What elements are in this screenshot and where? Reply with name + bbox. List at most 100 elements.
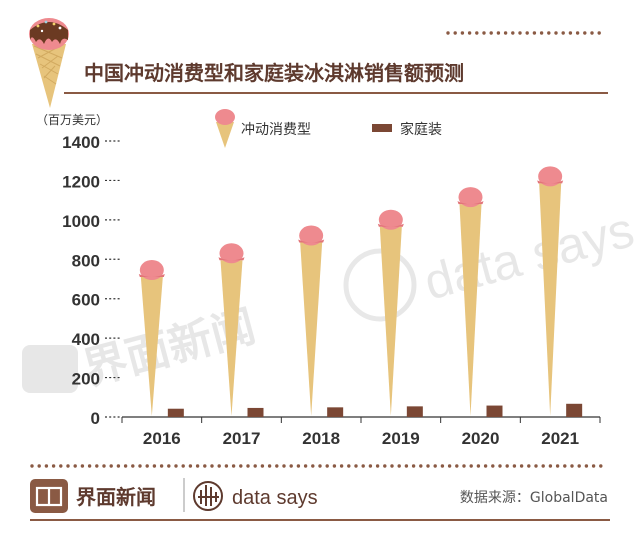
divider-dot [555, 464, 560, 468]
divider-dot [95, 464, 99, 468]
divider-dot [116, 464, 121, 468]
divider-dot [37, 464, 41, 468]
divider-dot [498, 464, 502, 468]
divider-dot [131, 464, 135, 468]
divider-dot [469, 464, 473, 468]
divider-dot [518, 31, 522, 35]
divider-dot [561, 31, 565, 35]
partner-name: data says [232, 487, 318, 509]
divider-dot [44, 464, 49, 468]
divider-dot [547, 31, 551, 35]
divider-dot [426, 464, 430, 468]
divider-dot [440, 464, 445, 468]
source-text: 数据来源：GlobalData [460, 490, 608, 506]
brand-logo-icon [30, 479, 68, 513]
bar-impulse-2021 [537, 166, 564, 416]
cone-bar [459, 204, 482, 416]
divider-dot [570, 464, 574, 468]
divider-dot [73, 464, 77, 468]
cone-bar [220, 260, 243, 416]
scoop-top [378, 209, 403, 230]
divider-dot [145, 464, 149, 468]
bar-family-2021 [566, 403, 583, 417]
divider-dot [554, 31, 558, 35]
bar-impulse-2018 [298, 225, 325, 416]
scoop-rim [457, 201, 484, 205]
divider-dot [296, 464, 301, 468]
footer: 界面新闻 data says 数据来源：GlobalData [30, 478, 608, 513]
divider-dot [303, 464, 308, 468]
divider-dot [188, 464, 193, 468]
footer-dot-divider [30, 464, 603, 468]
divider-dot [231, 464, 236, 468]
divider-dot [433, 464, 437, 468]
divider-dot [525, 31, 529, 35]
divider-dot [325, 464, 329, 468]
scoop-rim [218, 257, 245, 261]
divider-dot [496, 31, 501, 35]
divider-dot [246, 464, 250, 468]
divider-dot [483, 464, 488, 468]
bar-family-2016 [167, 408, 184, 417]
divider-dot [102, 464, 106, 468]
series-family [167, 403, 583, 417]
divider-dot [563, 464, 567, 468]
bar-family-2017 [247, 407, 264, 417]
divider-dot [210, 464, 214, 468]
divider-dot [503, 31, 508, 35]
divider-dot [527, 464, 531, 468]
divider-dot [87, 464, 92, 468]
divider-dot [446, 31, 450, 35]
divider-dot [575, 31, 580, 35]
y-tick-label: 1000 [62, 212, 100, 231]
x-tick-label: 2019 [382, 429, 420, 448]
x-tick-label: 2021 [541, 429, 579, 448]
ice-cream-logo [29, 18, 69, 108]
divider-dot [311, 464, 315, 468]
x-axis: 2016 2017 2018 2019 2020 2021 [121, 416, 601, 448]
divider-dot [195, 464, 200, 468]
divider-dot [455, 464, 459, 468]
divider-dot [109, 464, 113, 468]
divider-dot [599, 464, 603, 468]
divider-dot [577, 464, 581, 468]
divider-dot [339, 464, 344, 468]
divider-dot [375, 464, 380, 468]
divider-dot [512, 464, 517, 468]
legend: 冲动消费型 家庭装 [215, 109, 442, 148]
y-tick-label: 1400 [62, 133, 100, 152]
divider-dot [476, 464, 481, 468]
cone-bar [140, 277, 163, 416]
legend-family-swatch [372, 124, 392, 132]
y-tick-label: 600 [72, 291, 100, 310]
divider-dot [289, 464, 293, 468]
y-tick-label: 800 [72, 251, 100, 270]
y-tick-label: 200 [72, 370, 100, 389]
divider-dot [390, 464, 394, 468]
divider-dot [548, 464, 553, 468]
divider-dot [181, 464, 185, 468]
divider-dot [59, 464, 63, 468]
scoop-rim [377, 223, 404, 227]
divider-dot [260, 464, 265, 468]
bar-impulse-2020 [457, 187, 484, 416]
cone-bar [300, 242, 323, 416]
divider-dot [217, 464, 221, 468]
scoop-rim [537, 180, 564, 184]
divider-dot [462, 464, 466, 468]
bar-family-2019 [406, 406, 423, 417]
x-tick-label: 2017 [223, 429, 261, 448]
scoop-rim [138, 274, 165, 278]
divider-dot [347, 464, 351, 468]
divider-dot [584, 464, 589, 468]
scoop-top [538, 166, 563, 187]
bar-impulse-2016 [138, 260, 165, 416]
y-tick-label: 1200 [62, 172, 100, 191]
divider-dot [568, 31, 573, 35]
svg-text:data says: data says [418, 201, 639, 310]
x-tick-label: 2016 [143, 429, 181, 448]
scoop-top [219, 243, 244, 264]
divider-dot [489, 31, 493, 35]
divider-dot [138, 464, 142, 468]
